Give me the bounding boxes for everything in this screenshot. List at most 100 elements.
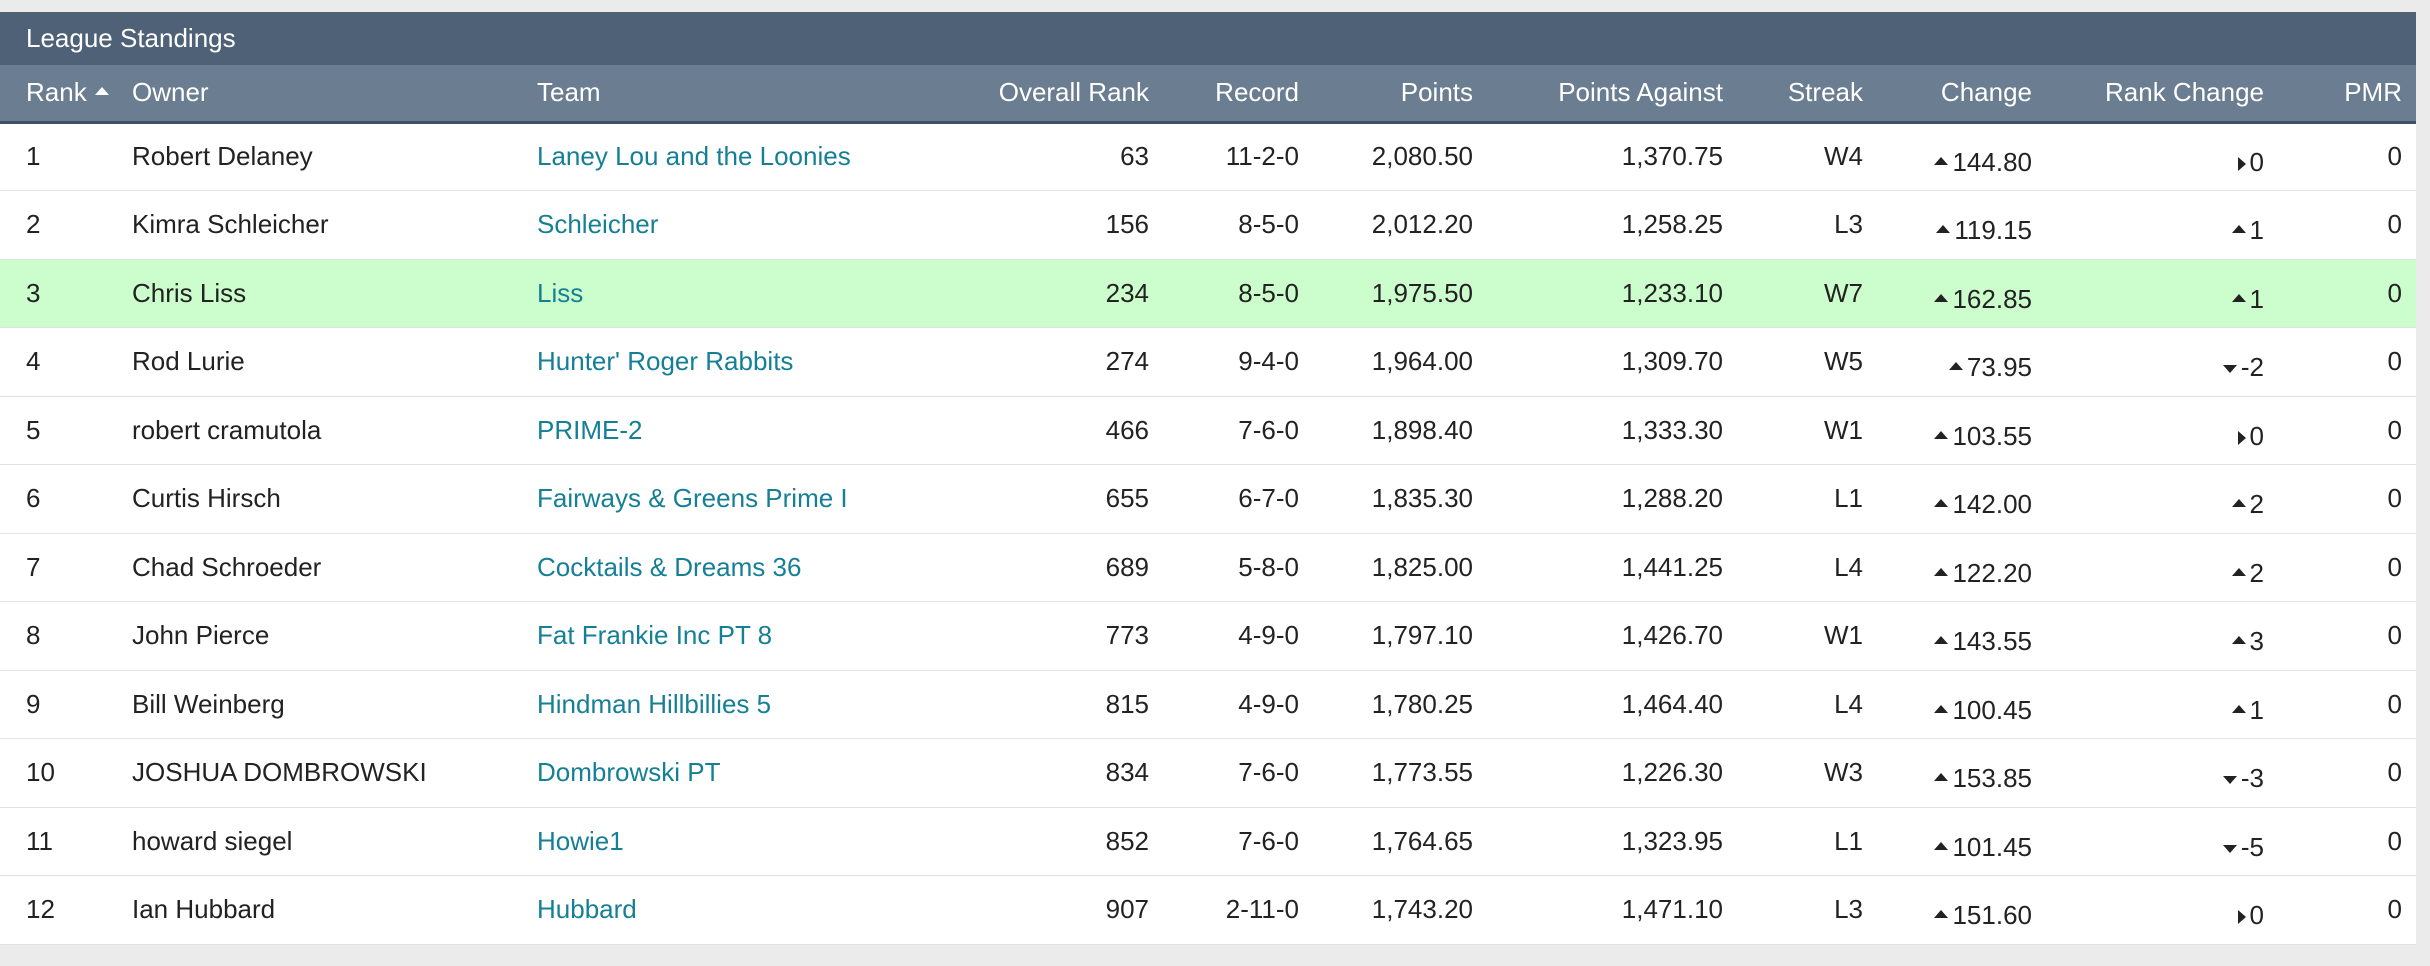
cell-rank-change: 1 [2046,259,2278,328]
change-value: 103.55 [1952,420,2032,451]
team-link[interactable]: Fat Frankie Inc PT 8 [537,620,773,651]
cell-record: 9-4-0 [1238,346,1299,377]
cell-pmr: 0 [2387,825,2402,856]
team-link[interactable]: Hubbard [537,894,637,925]
team-link[interactable]: Schleicher [537,209,659,240]
cell-team: Liss [523,259,943,328]
cell-owner: Rod Lurie [132,346,245,377]
change-value: 151.60 [1952,900,2032,931]
col-header-rank[interactable]: Rank [0,65,118,124]
cell-pmr: 0 [2387,688,2402,719]
team-link[interactable]: Fairways & Greens Prime I [537,483,848,514]
cell-pmr: 0 [2387,346,2402,377]
arrow-up-icon [1948,362,1963,371]
arrow-up-icon [1934,704,1949,713]
arrow-up-icon [1934,293,1949,302]
cell-team: Schleicher [523,191,943,260]
cell-points-against: 1,309.70 [1621,346,1723,377]
col-header-owner[interactable]: Owner [118,65,523,124]
team-link[interactable]: Howie1 [537,825,624,856]
cell-pmr: 0 [2387,483,2402,514]
cell-points: 1,975.50 [1371,277,1473,308]
cell-owner: Chad Schroeder [132,551,322,582]
arrow-up-icon [1934,567,1949,576]
arrow-right-icon [2237,430,2246,445]
cell-overall-rank: 834 [1105,757,1149,788]
rank-change-value: 3 [2249,626,2264,657]
cell-pmr: 0 [2387,209,2402,240]
cell-pmr: 0 [2387,141,2402,172]
team-link[interactable]: Liss [537,277,584,308]
cell-rank: 12 [26,894,55,925]
col-header-streak[interactable]: Streak [1737,65,1877,124]
cell-overall-rank: 773 [1105,620,1149,651]
cell-points: 1,773.55 [1371,757,1473,788]
arrow-up-icon [2231,225,2246,234]
arrow-up-icon [2231,704,2246,713]
col-header-team[interactable]: Team [523,65,943,124]
cell-streak: W7 [1824,277,1863,308]
arrow-right-icon [2237,157,2246,172]
cell-owner: Kimra Schleicher [132,209,329,240]
change-value: 101.45 [1952,831,2032,862]
team-link[interactable]: Cocktails & Dreams 36 [537,551,802,582]
cell-points: 1,835.30 [1371,483,1473,514]
rank-change-value: 0 [2249,900,2264,931]
change-value: 143.55 [1952,626,2032,657]
col-header-pmr[interactable]: PMR [2278,65,2416,124]
cell-rank: 1 [26,141,41,172]
cell-points-against: 1,323.95 [1621,825,1723,856]
col-header-record[interactable]: Record [1163,65,1313,124]
cell-change: 73.95 [1877,328,2046,397]
cell-rank-change: 3 [2046,602,2278,671]
cell-points: 2,080.50 [1371,141,1473,172]
col-header-points[interactable]: Points [1313,65,1487,124]
cell-streak: L4 [1834,688,1863,719]
cell-team: Fairways & Greens Prime I [523,465,943,534]
team-link[interactable]: Laney Lou and the Loonies [537,141,851,172]
cell-rank-change: 1 [2046,670,2278,739]
cell-record: 8-5-0 [1238,277,1299,308]
table-row: 6 Curtis Hirsch Fairways & Greens Prime I 6… [0,465,2416,534]
team-link[interactable]: PRIME-2 [537,414,643,445]
team-link[interactable]: Hindman Hillbillies 5 [537,688,772,719]
cell-pmr: 0 [2387,757,2402,788]
arrow-right-icon [2237,910,2246,925]
standings-table: Rank Owner Team Overall Rank Record Poin… [0,65,2416,945]
table-row: 12 Ian Hubbard Hubbard 907 2-11-0 1,743.20 1,4… [0,876,2416,945]
col-header-change[interactable]: Change [1877,65,2046,124]
arrow-up-icon [1934,157,1949,166]
cell-change: 101.45 [1877,807,2046,876]
cell-team: Hunter' Roger Rabbits [523,328,943,397]
change-value: 144.80 [1952,147,2032,178]
rank-change-value: 0 [2249,420,2264,451]
team-link[interactable]: Dombrowski PT [537,757,721,788]
cell-change: 162.85 [1877,259,2046,328]
col-header-points-against[interactable]: Points Against [1487,65,1737,124]
cell-streak: W4 [1824,141,1863,172]
cell-record: 4-9-0 [1238,620,1299,651]
cell-owner: Curtis Hirsch [132,483,281,514]
cell-change: 100.45 [1877,670,2046,739]
cell-record: 11-2-0 [1225,141,1299,172]
cell-streak: L3 [1834,209,1863,240]
cell-points: 1,797.10 [1371,620,1473,651]
rank-change-value: 1 [2249,694,2264,725]
cell-team: Laney Lou and the Loonies [523,122,943,191]
cell-pmr: 0 [2387,414,2402,445]
cell-team: Hubbard [523,876,943,945]
cell-record: 5-8-0 [1238,551,1299,582]
col-header-overall-rank[interactable]: Overall Rank [943,65,1163,124]
cell-record: 4-9-0 [1238,688,1299,719]
cell-pmr: 0 [2387,551,2402,582]
team-link[interactable]: Hunter' Roger Rabbits [537,346,794,377]
arrow-up-icon [1934,773,1949,782]
cell-change: 153.85 [1877,739,2046,808]
table-row: 5 robert cramutola PRIME-2 466 7-6-0 1,898.40… [0,396,2416,465]
col-header-rank-change[interactable]: Rank Change [2046,65,2278,124]
cell-pmr: 0 [2387,620,2402,651]
table-row: 11 howard siegel Howie1 852 7-6-0 1,764.65 1,3… [0,807,2416,876]
cell-owner: robert cramutola [132,414,322,445]
arrow-down-icon [2222,365,2237,374]
cell-overall-rank: 815 [1105,688,1149,719]
